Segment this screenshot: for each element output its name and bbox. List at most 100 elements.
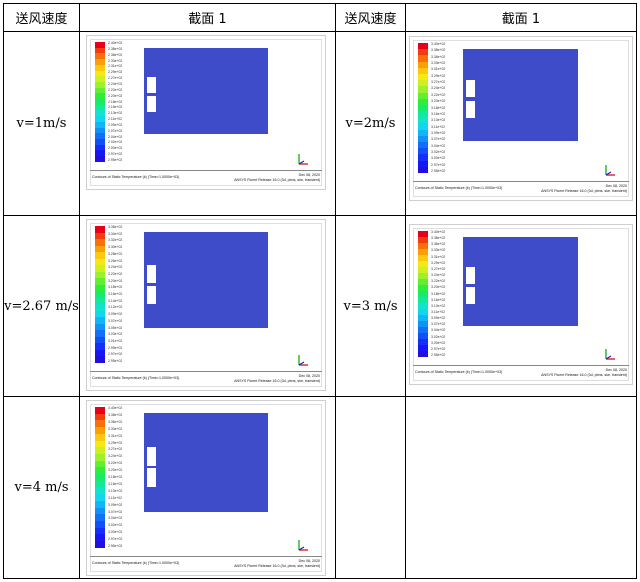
axes-triad-icon (298, 355, 308, 366)
inlet-opening (466, 80, 475, 97)
solver-release: ANSYS Fluent Release 16.0 (3d, pbns, ske… (541, 189, 627, 193)
plot-date: Dec 08, 2020 (605, 184, 627, 188)
tick-label: 2.29e+02 (108, 70, 123, 75)
tick-label: 2.95e+02 (108, 158, 123, 162)
tick-label: 2.18e+02 (108, 99, 123, 104)
tick-label: 2.38e+02 (108, 46, 123, 51)
tick-label: 3.24e+02 (108, 265, 123, 270)
tick-label: 3.11e+02 (431, 124, 445, 129)
tick-label: 3.38e+02 (431, 236, 446, 241)
plot-frame (413, 228, 629, 381)
colorbar-ticks: 3.40e+02 3.38e+02 3.36e+02 3.33e+02 3.31e+02… (431, 230, 461, 357)
tick-label: 3.36e+02 (108, 225, 123, 229)
tick-label: 3.31e+02 (431, 254, 446, 259)
tick-label: 3.18e+02 (431, 105, 446, 110)
tick-label: 2.24e+02 (108, 81, 123, 86)
plot-footer: Contours of Static Temperature (k) (Time… (413, 365, 629, 381)
tick-label: 3.29e+02 (431, 260, 446, 265)
table-border (3, 3, 4, 579)
tick-label: 3.12e+02 (108, 305, 123, 310)
tick-label: 3.20e+02 (108, 468, 123, 473)
tick-label: 3.02e+02 (431, 149, 446, 154)
temperature-domain (144, 413, 268, 512)
tick-label: 3.09e+02 (431, 316, 446, 321)
tick-label: 2.00e+02 (108, 146, 123, 151)
plot-frame (90, 223, 322, 387)
tick-label: 2.22e+02 (108, 87, 123, 92)
solver-release: ANSYS Fluent Release 16.0 (3d, pbns, ske… (541, 373, 627, 377)
tick-label: 3.09e+02 (108, 312, 123, 317)
contour-plot: 3.40e+02 3.38e+02 3.36e+02 3.33e+02 3.31e+02… (409, 224, 633, 385)
inlet-opening (466, 101, 475, 118)
tick-label: 2.07e+02 (108, 128, 123, 133)
tick-label: 3.04e+02 (431, 328, 446, 333)
tick-label: 3.07e+02 (431, 322, 446, 327)
tick-label: 3.40e+02 (431, 230, 446, 234)
tick-label: 2.40e+02 (108, 41, 123, 45)
inlet-opening (147, 96, 156, 112)
tick-label: 3.26e+02 (108, 258, 123, 263)
tick-label: 3.01e+02 (108, 338, 123, 343)
tick-label: 3.16e+02 (108, 481, 123, 486)
tick-label: 3.04e+02 (431, 143, 446, 148)
table-border (335, 3, 336, 579)
table-border (79, 3, 80, 579)
plot-frame (90, 39, 322, 186)
tick-label: 2.31e+02 (108, 64, 123, 69)
tick-label: 3.09e+02 (431, 130, 446, 135)
tick-label: 3.18e+02 (108, 285, 123, 290)
tick-label: 3.33e+02 (108, 426, 123, 431)
plot-date: Dec 08, 2020 (605, 368, 627, 372)
tick-label: 2.27e+02 (108, 76, 123, 81)
tick-label: 3.09e+02 (108, 502, 123, 507)
tick-label: 3.34e+02 (108, 231, 123, 236)
tick-label: 3.27e+02 (431, 266, 446, 271)
tick-label: 3.02e+02 (431, 334, 446, 339)
plot-frame (413, 40, 629, 197)
table-border (3, 3, 637, 4)
tick-label: 3.13e+02 (431, 118, 446, 123)
speed-label: v=2.67 m/s (4, 298, 79, 314)
plot-title: Contours of Static Temperature (k) (Time… (415, 186, 503, 190)
tick-label: 3.22e+02 (108, 461, 123, 466)
contour-plot: 2.40e+02 2.38e+02 2.36e+02 2.33e+02 2.31e+02… (86, 35, 326, 190)
inlet-opening (466, 287, 475, 304)
plot-title: Contours of Static Temperature (k) (Time… (92, 561, 180, 565)
tick-label: 3.03e+02 (108, 332, 123, 337)
table-border (3, 31, 637, 32)
tick-label: 3.11e+02 (431, 309, 445, 314)
tick-label: 2.97e+02 (108, 352, 123, 357)
tick-label: 3.33e+02 (431, 61, 446, 66)
plot-title: Contours of Static Temperature (k) (Time… (92, 376, 180, 380)
temperature-domain (463, 237, 578, 326)
tick-label: 3.30e+02 (108, 245, 123, 250)
tick-label: 3.32e+02 (108, 238, 123, 243)
tick-label: 3.07e+02 (108, 509, 123, 514)
tick-label: 2.95e+02 (108, 359, 123, 363)
header-speed: 送风速度 (344, 12, 397, 27)
tick-label: 3.38e+02 (108, 412, 123, 417)
table-border (3, 578, 637, 579)
inlet-opening (466, 267, 475, 284)
tick-label: 3.31e+02 (108, 433, 123, 438)
table-border (636, 3, 637, 579)
tick-label: 3.00e+02 (431, 340, 446, 345)
tick-label: 2.99e+02 (108, 345, 123, 350)
solver-release: ANSYS Fluent Release 16.0 (3d, pbns, ske… (234, 379, 320, 383)
tick-label: 3.14e+02 (108, 298, 123, 303)
solver-release: ANSYS Fluent Release 16.0 (3d, pbns, ske… (234, 564, 320, 568)
tick-label: 2.04e+02 (108, 134, 123, 139)
axes-triad-icon (605, 165, 615, 176)
tick-label: 3.13e+02 (431, 303, 446, 308)
tick-label: 2.02e+02 (108, 140, 123, 145)
inlet-opening (147, 468, 156, 487)
tick-label: 3.02e+02 (108, 523, 123, 528)
plot-footer: Contours of Static Temperature (k) (Time… (90, 556, 322, 572)
plot-date: Dec 08, 2020 (298, 559, 320, 563)
speed-label: v=2m/s (345, 116, 396, 131)
table-border (405, 3, 406, 579)
axes-triad-icon (298, 154, 308, 165)
tick-label: 3.22e+02 (431, 279, 446, 284)
colorbar (418, 43, 428, 173)
